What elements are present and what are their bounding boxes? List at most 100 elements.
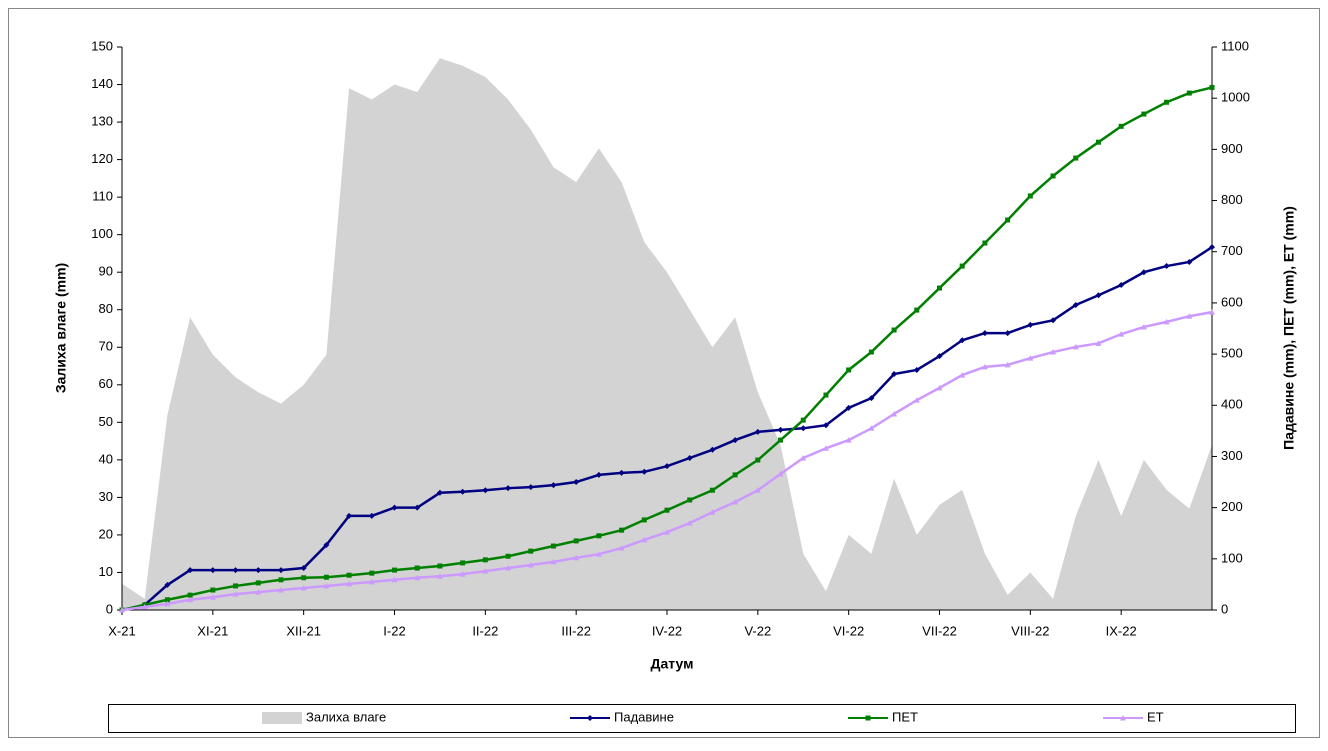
x-tick-label: VIII-22 <box>1011 623 1049 638</box>
marker <box>209 567 216 574</box>
marker <box>913 397 920 403</box>
y2-tick-label: 300 <box>1221 448 1243 463</box>
marker <box>1140 269 1147 276</box>
x-tick-label: V-22 <box>744 623 771 638</box>
x-tick-label: IV-22 <box>652 623 682 638</box>
marker <box>846 367 852 373</box>
legend-label: Залиха влаге <box>306 709 386 724</box>
marker <box>527 561 534 568</box>
y2-tick-label: 100 <box>1221 550 1243 565</box>
marker <box>1186 258 1193 265</box>
y2-tick-label: 1000 <box>1221 90 1250 105</box>
marker <box>300 565 307 572</box>
marker <box>1027 321 1034 328</box>
marker <box>959 337 966 344</box>
marker <box>822 422 829 429</box>
legend-label: ЕТ <box>1147 709 1164 724</box>
marker <box>732 499 739 505</box>
marker <box>845 437 852 443</box>
marker <box>664 463 670 470</box>
y2-tick-label: 500 <box>1221 346 1243 361</box>
y-tick-label: 70 <box>99 339 113 354</box>
marker <box>937 285 942 291</box>
marker <box>459 488 466 495</box>
marker <box>664 529 670 535</box>
marker <box>800 417 806 423</box>
marker <box>1004 361 1011 368</box>
marker <box>1163 318 1170 325</box>
area <box>122 58 1212 610</box>
marker <box>618 545 625 551</box>
marker <box>913 366 920 373</box>
marker <box>709 487 715 493</box>
legend-label: ПЕТ <box>892 709 918 724</box>
marker <box>164 600 171 607</box>
marker <box>1209 244 1215 251</box>
marker <box>1050 349 1057 355</box>
marker <box>369 570 375 576</box>
marker <box>209 594 216 600</box>
y-tick-label: 40 <box>99 451 113 466</box>
marker <box>346 512 353 519</box>
marker <box>686 454 693 461</box>
marker <box>550 558 557 565</box>
marker <box>1186 90 1192 96</box>
marker <box>391 504 398 511</box>
marker <box>414 504 421 511</box>
marker <box>573 554 580 561</box>
x-tick-label: VI-22 <box>833 623 864 638</box>
y-tick-label: 80 <box>99 301 113 316</box>
marker <box>187 596 194 603</box>
y-tick-label: 20 <box>99 526 113 541</box>
marker <box>595 551 602 557</box>
marker <box>505 565 512 571</box>
y-tick-label: 140 <box>91 76 113 91</box>
marker <box>119 607 125 613</box>
marker <box>732 437 739 444</box>
marker <box>800 454 807 461</box>
y-tick-label: 50 <box>99 414 113 429</box>
marker <box>550 543 556 549</box>
marker <box>482 487 489 494</box>
marker <box>459 571 466 577</box>
marker <box>981 363 988 370</box>
x-tick-label: XII-21 <box>286 623 321 638</box>
legend-box <box>108 704 1296 733</box>
marker <box>164 597 170 603</box>
marker <box>709 446 716 453</box>
marker <box>891 371 898 378</box>
marker <box>255 580 261 586</box>
marker <box>1095 139 1101 145</box>
y-tick-label: 30 <box>99 489 113 504</box>
marker <box>1050 173 1056 179</box>
marker <box>233 583 239 589</box>
marker <box>1027 193 1033 199</box>
marker <box>232 567 239 574</box>
marker <box>323 582 330 589</box>
marker <box>232 591 239 597</box>
y-tick-label: 100 <box>91 226 113 241</box>
y-tick-label: 60 <box>99 376 113 391</box>
marker <box>619 527 625 533</box>
marker <box>1118 123 1124 129</box>
marker <box>959 263 965 269</box>
marker <box>641 517 647 523</box>
marker <box>868 349 874 355</box>
marker <box>936 384 943 391</box>
marker <box>868 395 875 402</box>
x-tick-label: IX-22 <box>1106 623 1137 638</box>
marker <box>437 563 443 569</box>
marker <box>528 548 534 554</box>
y2-tick-label: 700 <box>1221 243 1243 258</box>
marker <box>982 240 988 246</box>
marker <box>754 487 761 493</box>
marker <box>436 573 443 579</box>
y-tick-label: 0 <box>106 601 113 616</box>
marker <box>981 330 988 337</box>
x-tick-label: II-22 <box>472 623 498 638</box>
marker <box>1163 263 1170 270</box>
marker <box>141 603 148 610</box>
marker <box>823 392 829 398</box>
marker <box>368 578 375 585</box>
marker <box>164 581 171 588</box>
